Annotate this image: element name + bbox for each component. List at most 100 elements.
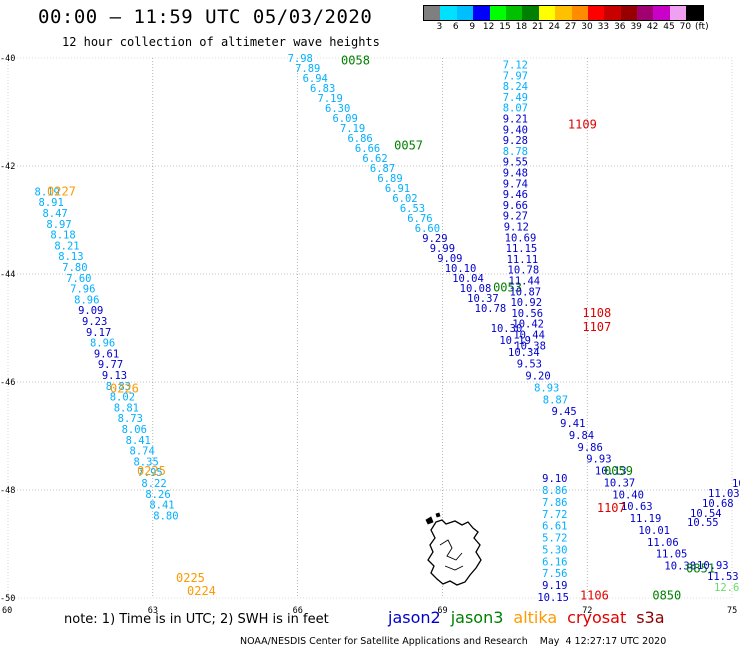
lat-tick-label: -44 — [0, 270, 15, 280]
swh-value: 11.53 — [707, 571, 739, 583]
swh-value: 10.19 — [499, 335, 531, 347]
swh-value: 9.13 — [102, 370, 127, 382]
swh-value: 6.76 — [407, 213, 432, 225]
swh-value: 8.93 — [534, 382, 559, 394]
swh-value: 6.87 — [370, 163, 395, 175]
swh-value: 10.34 — [508, 347, 540, 359]
swh-value: 9.10 — [542, 473, 567, 485]
swh-value: 8.35 — [133, 456, 158, 468]
swh-value: 7.19 — [318, 93, 343, 105]
swh-value: 7.80 — [62, 262, 87, 274]
swh-value: 8.41 — [149, 500, 174, 512]
swh-value: 9.45 — [551, 406, 576, 418]
swh-value: 9.23 — [82, 316, 107, 328]
swh-value: 8.87 — [543, 394, 568, 406]
swh-value: 10.01 — [638, 525, 670, 537]
legend-color-bar — [423, 5, 704, 21]
legend-swatch — [669, 6, 687, 20]
swh-value: 8.96 — [74, 294, 99, 306]
satellite-legend-item: s3a — [636, 608, 665, 627]
time-label: 0059 — [604, 464, 633, 478]
swh-value: 9.48 — [503, 167, 528, 179]
satellite-legend-item: jason2 — [388, 608, 441, 627]
swh-value: 7.72 — [542, 509, 567, 521]
swh-value: 8.73 — [118, 413, 143, 425]
legend-tick-label: 45 — [663, 22, 675, 32]
axis-labels: 60 63 66 69 72 75 -40 -42 -44 -46 -48 -50 — [0, 54, 737, 616]
satellite-legend-item: jason3 — [450, 608, 504, 627]
swh-value: 9.29 — [422, 233, 447, 245]
legend-swatch — [604, 6, 621, 20]
legend-tick-label: 15 — [499, 22, 511, 32]
swh-value: 10.15 — [537, 592, 569, 604]
swh-value: 6.89 — [377, 173, 402, 185]
swh-value: 6.83 — [310, 83, 335, 95]
swh-value: 8.96 — [90, 338, 115, 350]
swh-value: 6.60 — [415, 223, 440, 235]
legend-swatch — [620, 6, 638, 20]
swh-value: 10.56 — [511, 308, 543, 320]
wave-height-legend: 3 6 9 12 15 18 21 24 27 30 33 36 39 42 45 70 (ft) — [423, 5, 709, 33]
swh-value: 6.86 — [347, 133, 372, 145]
swh-value: 9.41 — [560, 418, 585, 430]
swh-value: 7.97 — [503, 70, 528, 82]
swh-value: 9.53 — [517, 359, 542, 371]
legend-swatch — [587, 6, 605, 20]
swh-value: 9.74 — [503, 178, 528, 190]
legend-swatch — [424, 6, 441, 20]
legend-swatch — [440, 6, 457, 20]
swh-value: 7.60 — [66, 273, 91, 285]
legend-tick-label: 18 — [515, 22, 528, 32]
swh-value: 8.24 — [503, 81, 528, 93]
swh-value: 8.47 — [42, 208, 67, 220]
swh-value: 10.78 — [475, 303, 507, 315]
swh-value: 12.63 — [714, 582, 740, 594]
swh-value: 10.93 — [697, 560, 729, 572]
swh-value: 8.91 — [39, 197, 64, 209]
lat-tick-label: -46 — [0, 378, 15, 388]
swh-value: 9.27 — [503, 211, 528, 223]
swh-value: 8.02 — [110, 392, 135, 404]
swh-value: 6.61 — [542, 521, 567, 533]
legend-swatch — [522, 6, 539, 20]
swh-value: 10.08 — [460, 283, 492, 295]
swh-value: 8.21 — [54, 240, 79, 252]
swh-value: 10.40 — [612, 489, 644, 501]
swh-value: 7.89 — [295, 63, 320, 75]
swh-value: 7.12 — [503, 59, 528, 71]
swh-value: 9.46 — [503, 189, 528, 201]
time-label: 1107 — [582, 320, 611, 334]
swh-value: 7.96 — [70, 284, 95, 296]
swh-value: 9.09 — [78, 305, 103, 317]
swh-value: 9.12 — [504, 221, 529, 233]
time-label: 0226 — [110, 381, 139, 395]
swh-value: 8.97 — [46, 219, 71, 231]
time-label: 0053 — [493, 281, 522, 295]
legend-tick-label: 30 — [581, 22, 593, 32]
swh-value: 10.2 — [732, 478, 740, 490]
legend-tick-label: 39 — [630, 22, 642, 32]
swh-value: 11.06 — [647, 537, 679, 549]
legend-swatch — [637, 6, 654, 20]
swh-value: 9.28 — [503, 135, 528, 147]
swh-value: 9.09 — [437, 253, 462, 265]
swh-value: 9.21 — [503, 113, 528, 125]
legend-tick-label: 12 — [482, 22, 495, 32]
swh-value: 9.86 — [578, 442, 603, 454]
legend-swatch — [505, 6, 523, 20]
lon-tick-label: 72 — [582, 606, 592, 616]
map-footer: NOAA/NESDIS Center for Satellite Applica… — [240, 636, 667, 647]
time-label: 0057 — [394, 138, 423, 152]
swh-value: 9.66 — [503, 200, 528, 212]
swh-value: 6.30 — [325, 103, 350, 115]
lat-tick-label: -50 — [0, 594, 15, 604]
legend-tick-label: 42 — [646, 22, 659, 32]
map-note: note: 1) Time is in UTC; 2) SWH is in fe… — [64, 612, 329, 627]
time-label: 0224 — [187, 584, 216, 598]
swh-value: 10.30 — [491, 323, 523, 335]
swh-value: 10.13 — [595, 466, 627, 478]
legend-tick-label: (ft) — [695, 22, 709, 32]
swh-value: 11.05 — [656, 549, 688, 561]
swh-value: 6.91 — [385, 183, 410, 195]
